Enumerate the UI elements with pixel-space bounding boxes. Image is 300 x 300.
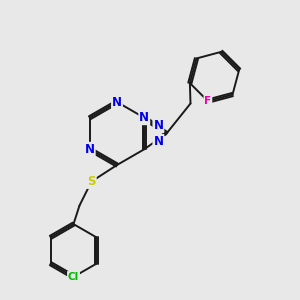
Text: S: S	[87, 175, 96, 188]
Text: F: F	[204, 96, 211, 106]
Text: N: N	[153, 135, 164, 148]
Text: N: N	[139, 111, 149, 124]
Text: N: N	[85, 143, 95, 156]
Text: N: N	[153, 119, 164, 132]
Text: Cl: Cl	[68, 272, 79, 282]
Text: N: N	[112, 95, 122, 109]
